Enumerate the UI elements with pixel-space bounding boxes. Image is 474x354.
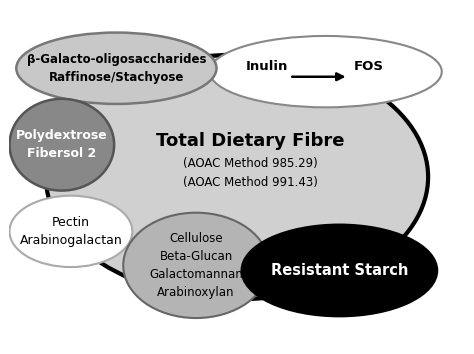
Text: Inulin: Inulin bbox=[246, 60, 288, 73]
Text: Total Dietary Fibre: Total Dietary Fibre bbox=[156, 132, 345, 150]
Text: Resistant Starch: Resistant Starch bbox=[271, 263, 408, 278]
Text: β-Galacto-oligosaccharides
Raffinose/Stachyose: β-Galacto-oligosaccharides Raffinose/Sta… bbox=[27, 53, 206, 84]
Text: (AOAC Method 985.29): (AOAC Method 985.29) bbox=[183, 157, 318, 170]
Text: Pectin
Arabinogalactan: Pectin Arabinogalactan bbox=[19, 216, 122, 247]
Text: FOS: FOS bbox=[354, 60, 384, 73]
Ellipse shape bbox=[46, 55, 428, 299]
Ellipse shape bbox=[242, 224, 437, 316]
Text: Cellulose
Beta-Glucan
Galactomannan
Arabinoxylan: Cellulose Beta-Glucan Galactomannan Arab… bbox=[149, 232, 243, 299]
Text: (AOAC Method 991.43): (AOAC Method 991.43) bbox=[183, 176, 318, 189]
Ellipse shape bbox=[16, 33, 217, 104]
Ellipse shape bbox=[9, 99, 114, 190]
Ellipse shape bbox=[9, 196, 132, 267]
Ellipse shape bbox=[123, 213, 269, 318]
Text: Polydextrose
Fibersol 2: Polydextrose Fibersol 2 bbox=[16, 129, 108, 160]
Ellipse shape bbox=[210, 36, 442, 107]
